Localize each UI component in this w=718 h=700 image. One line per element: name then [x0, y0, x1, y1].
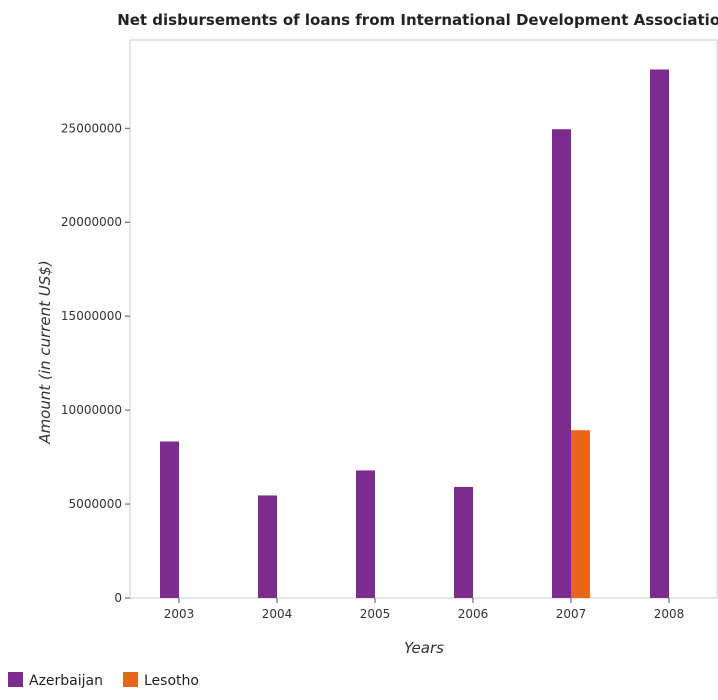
bars	[160, 69, 669, 599]
legend-swatch	[8, 672, 23, 687]
plot-area	[129, 39, 718, 599]
bar-azerbaijan-2006	[454, 486, 473, 598]
bar-azerbaijan-2008	[650, 69, 669, 599]
y-tick-label: 5000000	[69, 497, 122, 511]
x-axis-label: Years	[404, 639, 444, 657]
y-tick-label: 25000000	[61, 121, 122, 135]
bar-azerbaijan-2003	[160, 441, 179, 598]
legend: Azerbaijan Lesotho	[8, 672, 199, 689]
bar-azerbaijan-2007	[552, 129, 571, 598]
plot-frame	[129, 39, 718, 599]
x-axis: 2003 2004 2005 2006 2007 2008	[164, 598, 685, 621]
bar-lesotho-2007	[571, 430, 590, 598]
x-tick-label: 2004	[262, 607, 293, 621]
y-tick-label: 20000000	[61, 215, 122, 229]
y-tick-label: 10000000	[61, 403, 122, 417]
legend-label: Azerbaijan	[29, 673, 103, 689]
x-tick-label: 2005	[360, 607, 391, 621]
bar-azerbaijan-2005	[356, 470, 375, 598]
bar-azerbaijan-2004	[258, 495, 277, 598]
y-tick-label: 0	[114, 591, 122, 605]
y-axis: 0 5000000 10000000 15000000 20000000 25000000	[61, 121, 130, 605]
legend-swatch	[123, 672, 138, 687]
chart-title: Net disbursements of loans from Internat…	[117, 11, 718, 29]
x-tick-label: 2003	[164, 607, 195, 621]
y-axis-label: Amount (in current US$)	[36, 260, 54, 444]
x-tick-label: 2006	[458, 607, 489, 621]
y-tick-label: 15000000	[61, 309, 122, 323]
x-tick-label: 2007	[556, 607, 587, 621]
x-tick-label: 2008	[654, 607, 685, 621]
legend-label: Lesotho	[144, 673, 199, 689]
